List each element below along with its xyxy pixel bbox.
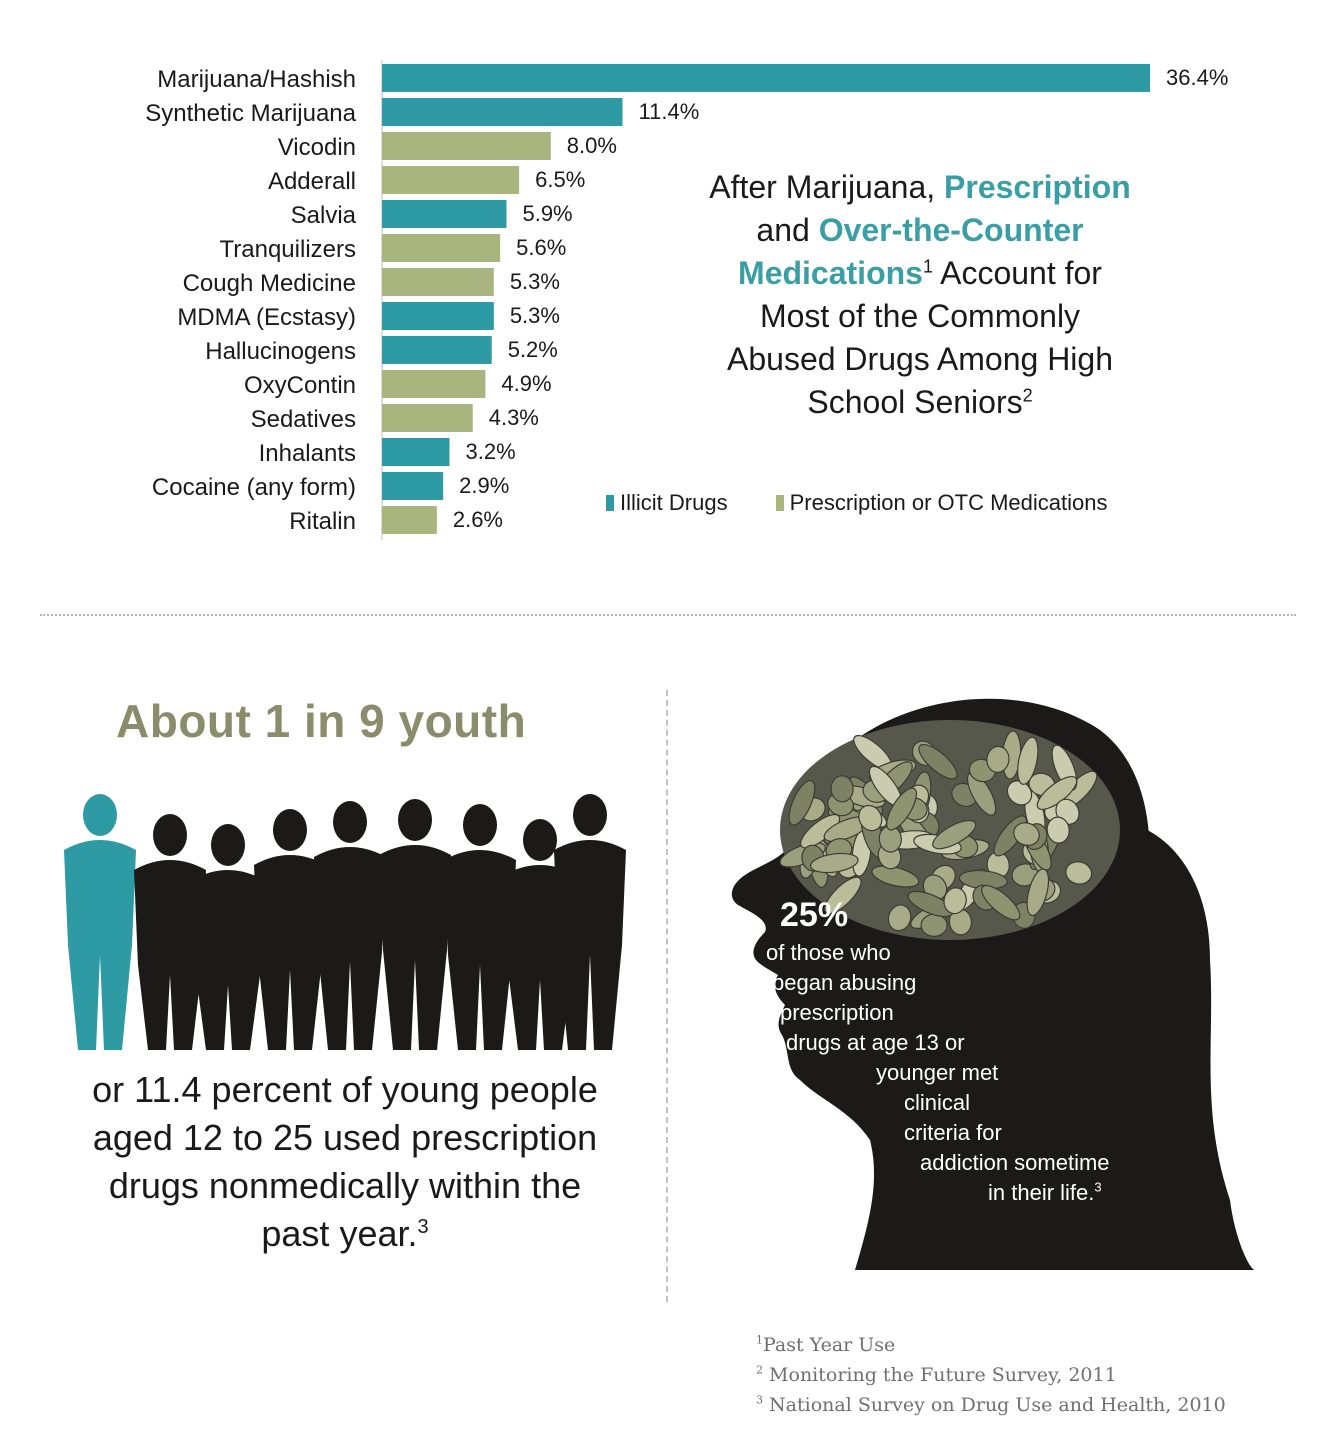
pill — [1017, 736, 1039, 785]
pill — [871, 865, 920, 888]
pill — [824, 876, 862, 915]
value-label: 5.2% — [508, 337, 558, 362]
drug-use-bar-chart: Marijuana/Hashish 36.4% Synthetic Marijuan… — [145, 60, 1228, 540]
value-label: 4.9% — [501, 371, 551, 396]
pill — [986, 745, 1010, 773]
chart-legend: Illicit Drugs Prescription or OTC Medica… — [606, 490, 1107, 516]
bar — [382, 132, 551, 160]
person-figure — [444, 804, 516, 1050]
head-text-block: of those who began abusing prescription … — [766, 940, 1110, 1205]
pill — [1006, 780, 1033, 806]
value-label: 8.0% — [567, 133, 617, 158]
pill — [830, 775, 854, 803]
person-figure — [134, 814, 206, 1050]
value-label: 36.4% — [1166, 65, 1228, 90]
category-label: Salvia — [291, 202, 357, 229]
value-label: 2.6% — [453, 507, 503, 532]
category-label: OxyContin — [244, 372, 356, 399]
head-silhouette-illustration — [731, 698, 1255, 1270]
category-label: Cough Medicine — [183, 270, 356, 297]
person-figure — [379, 799, 451, 1050]
category-label: Inhalants — [259, 440, 356, 467]
footnote-1: 1Past Year Use — [756, 1333, 896, 1356]
vertical-divider — [666, 690, 668, 1302]
pill — [932, 819, 977, 850]
chart-headline: After Marijuana, Prescription and Over-t… — [709, 169, 1131, 420]
youth-stat-text: or 11.4 percent of young people aged 12 … — [92, 1069, 598, 1254]
category-label: Adderall — [268, 168, 356, 195]
value-label: 5.3% — [510, 269, 560, 294]
bar — [382, 166, 520, 194]
pill — [981, 884, 1021, 921]
bars-group: Marijuana/Hashish 36.4% Synthetic Marijuan… — [145, 60, 1228, 540]
horizontal-divider — [40, 614, 1296, 616]
pill — [943, 887, 967, 915]
bar — [382, 404, 473, 432]
bar — [382, 98, 623, 126]
pill — [886, 787, 918, 831]
legend-item-rx: Prescription or OTC Medications — [775, 490, 1107, 516]
person-figure-highlighted — [64, 794, 136, 1050]
footnote-3: 3 National Survey on Drug Use and Health… — [756, 1393, 1226, 1416]
bar — [382, 200, 507, 228]
value-label: 3.2% — [466, 439, 516, 464]
pill — [858, 804, 883, 832]
bar — [382, 472, 444, 500]
head-percent: 25% — [780, 896, 849, 934]
category-label: Cocaine (any form) — [152, 474, 356, 501]
bar — [382, 302, 494, 330]
pill — [1013, 822, 1040, 846]
pill — [887, 904, 912, 932]
pill — [918, 743, 958, 780]
bar — [382, 64, 1150, 92]
value-label: 11.4% — [639, 99, 700, 124]
legend-swatch-illicit — [606, 495, 614, 511]
bar — [382, 438, 450, 466]
youth-title: About 1 in 9 youth — [116, 695, 527, 747]
value-label: 5.6% — [516, 235, 566, 260]
pill — [1065, 861, 1093, 885]
bar — [382, 268, 494, 296]
pill — [920, 913, 948, 937]
pill — [1046, 816, 1070, 844]
bar — [382, 234, 501, 262]
person-figure — [254, 809, 326, 1050]
footnote-2: 2 Monitoring the Future Survey, 2011 — [756, 1363, 1117, 1386]
category-label: Tranquilizers — [220, 236, 357, 263]
value-label: 2.9% — [459, 473, 509, 498]
person-figure — [554, 794, 626, 1050]
category-label: Vicodin — [278, 134, 356, 161]
youth-silhouettes — [64, 794, 626, 1050]
category-label: Hallucinogens — [205, 338, 356, 365]
category-label: Marijuana/Hashish — [157, 66, 356, 93]
pill-brain — [779, 720, 1120, 940]
value-label: 4.3% — [489, 405, 539, 430]
value-label: 6.5% — [535, 167, 585, 192]
legend-item-illicit: Illicit Drugs — [606, 490, 728, 516]
bar — [382, 370, 486, 398]
category-label: Sedatives — [251, 406, 356, 433]
person-figure — [192, 824, 264, 1050]
pill — [788, 779, 816, 826]
legend-swatch-rx — [775, 495, 784, 511]
pill — [809, 852, 859, 874]
bar — [382, 506, 437, 534]
category-label: MDMA (Ecstasy) — [177, 304, 356, 331]
bar — [382, 336, 492, 364]
value-label: 5.9% — [522, 201, 572, 226]
person-figure — [314, 801, 386, 1050]
category-label: Synthetic Marijuana — [145, 100, 356, 127]
value-label: 5.3% — [510, 303, 560, 328]
footnotes: 1Past Year Use 2 Monitoring the Future S… — [756, 1330, 1226, 1420]
category-label: Ritalin — [289, 508, 356, 535]
